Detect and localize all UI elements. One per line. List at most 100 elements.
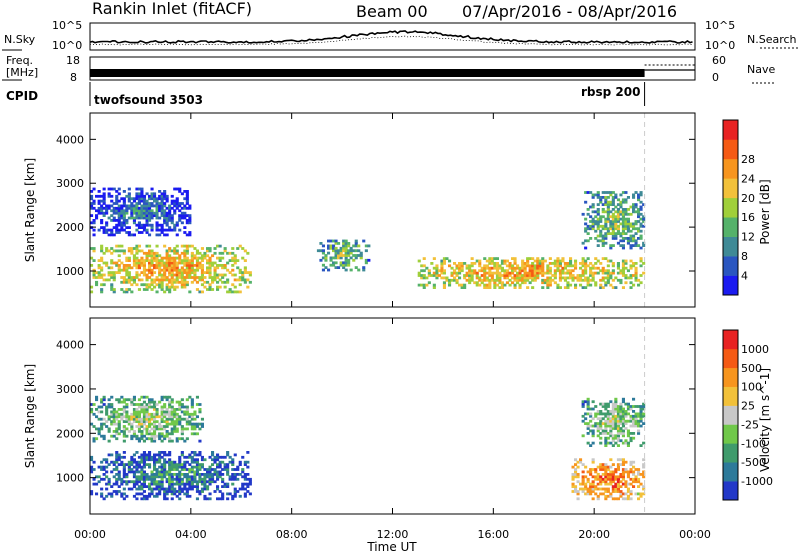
data-cell (571, 278, 575, 282)
data-cell (604, 490, 608, 493)
data-cell (95, 475, 99, 479)
data-cell (621, 259, 625, 263)
data-cell (642, 487, 646, 491)
data-cell (334, 239, 338, 243)
data-cell (637, 429, 641, 433)
data-cell (584, 492, 588, 496)
data-cell (163, 468, 167, 471)
data-cell (155, 494, 159, 498)
data-cell (185, 398, 189, 402)
data-cell (458, 283, 462, 287)
data-cell (621, 429, 625, 433)
data-cell (110, 485, 114, 488)
data-cell (581, 405, 585, 408)
data-cell (110, 233, 114, 237)
data-cell (168, 226, 172, 229)
data-cell (485, 278, 489, 282)
data-cell (158, 206, 162, 210)
data-cell (493, 266, 497, 270)
data-cell (145, 214, 149, 217)
data-cell (142, 434, 146, 438)
data-cell (541, 257, 545, 260)
data-cell (601, 492, 605, 496)
data-cell (163, 395, 167, 399)
data-cell (145, 497, 149, 501)
data-cell (435, 271, 439, 275)
cpid-label: CPID (6, 89, 38, 103)
data-cell (168, 259, 172, 262)
data-cell (621, 417, 625, 421)
data-cell (132, 211, 136, 215)
data-cell (165, 395, 169, 399)
data-cell (339, 249, 343, 253)
data-cell (604, 200, 608, 204)
data-cell (589, 485, 593, 488)
data-cell (347, 242, 351, 245)
data-cell (140, 492, 144, 496)
data-cell (165, 453, 169, 457)
data-cell (190, 271, 194, 274)
data-cell (594, 485, 598, 488)
data-cell (584, 400, 588, 404)
data-cell (488, 286, 492, 289)
data-cell (173, 261, 177, 265)
data-cell (145, 254, 149, 258)
data-cell (639, 200, 643, 204)
freq-tick-18: 18 (66, 54, 80, 67)
data-cell (163, 214, 167, 217)
data-cell (100, 259, 104, 262)
data-cell (558, 286, 562, 289)
data-cell (505, 274, 509, 277)
data-cell (604, 198, 608, 202)
data-cell (120, 430, 124, 433)
data-cell (175, 268, 179, 272)
data-cell (637, 278, 641, 282)
data-cell (173, 427, 177, 431)
data-cell (455, 274, 459, 277)
data-cell (241, 256, 245, 260)
data-cell (606, 215, 610, 219)
data-cell (614, 427, 618, 430)
data-cell (173, 477, 177, 481)
data-cell (213, 271, 217, 274)
data-cell (332, 246, 336, 250)
data-cell (110, 219, 114, 222)
data-cell (150, 427, 154, 431)
data-cell (458, 264, 462, 268)
data-cell (180, 417, 184, 421)
data-cell (324, 256, 328, 260)
data-cell (226, 290, 230, 294)
data-cell (599, 269, 603, 273)
data-cell (155, 415, 159, 419)
data-cell (616, 429, 620, 433)
data-cell (591, 203, 595, 206)
data-cell (95, 482, 99, 486)
data-cell (158, 216, 162, 220)
data-cell (606, 191, 610, 194)
data-cell (632, 208, 636, 211)
data-cell (137, 278, 141, 282)
velocity-colorbar-tick: 25 (741, 400, 755, 413)
data-cell (616, 497, 620, 501)
data-cell (140, 199, 144, 203)
data-cell (135, 244, 139, 248)
data-cell (135, 492, 139, 496)
data-cell (195, 249, 199, 253)
data-cell (228, 288, 232, 291)
data-cell (130, 470, 134, 474)
data-cell (248, 280, 252, 284)
data-cell (637, 208, 641, 211)
station-title: Rankin Inlet (fitACF) (92, 0, 252, 18)
data-cell (135, 468, 139, 471)
data-cell (122, 190, 126, 193)
y-tick-label: 2000 (56, 221, 84, 234)
data-cell (130, 233, 134, 237)
data-cell (158, 197, 162, 201)
data-cell (626, 419, 630, 423)
data-cell (526, 286, 530, 289)
power-colorbar-tick: 8 (741, 250, 748, 263)
data-cell (132, 247, 136, 250)
data-cell (586, 191, 590, 194)
data-cell (584, 229, 588, 233)
colorbar-swatch (723, 120, 738, 140)
